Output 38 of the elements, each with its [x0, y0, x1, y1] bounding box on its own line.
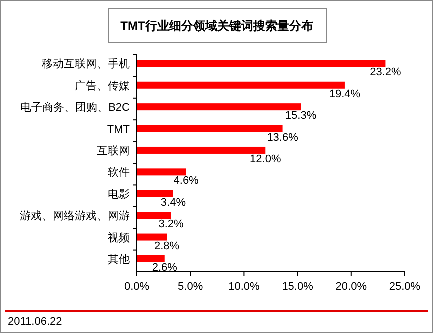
y-tick-label: 电子商务、团购、B2C — [20, 101, 130, 114]
data-label: 3.2% — [158, 218, 184, 231]
y-tick-label: 视频 — [108, 231, 130, 244]
bar — [137, 234, 168, 241]
data-label: 3.4% — [160, 196, 186, 209]
y-tick-label: 广告、传媒 — [75, 79, 130, 92]
text: 2011.06.22 — [8, 316, 62, 328]
y-tick-label: 移动互联网、手机 — [42, 58, 130, 71]
y-tick-label: 其他 — [108, 252, 130, 266]
bar — [137, 168, 186, 176]
data-label: 4.6% — [174, 175, 200, 188]
bar — [137, 190, 174, 198]
x-tick-label: 15.0% — [282, 281, 314, 293]
data-label: 2.6% — [152, 262, 178, 274]
x-tick-label: 10.0% — [228, 281, 260, 293]
x-tick-label: 25.0% — [389, 281, 421, 293]
y-tick-label: 游戏、网络游戏、网游 — [20, 210, 130, 223]
bar — [137, 104, 302, 111]
y-tick-label: 互联网 — [97, 145, 130, 158]
bar — [137, 255, 165, 262]
chart-title: TMT行业细分领域关键词搜索量分布 — [120, 19, 314, 33]
data-label: 12.0% — [250, 153, 282, 166]
y-tick-label: 软件 — [108, 167, 130, 180]
bar — [137, 82, 345, 89]
bar — [137, 212, 172, 220]
data-label: 2.8% — [154, 240, 180, 252]
bar — [137, 60, 386, 68]
data-label: 23.2% — [370, 66, 402, 79]
data-label: 19.4% — [329, 88, 361, 100]
data-label: 15.3% — [285, 110, 317, 122]
x-tick-label: 0.0% — [124, 281, 150, 293]
data-label: 13.6% — [267, 132, 299, 144]
bar — [137, 146, 266, 154]
y-tick-label: 电影 — [108, 188, 130, 201]
y-tick-label: TMT — [107, 124, 130, 136]
bar — [137, 125, 283, 132]
x-tick-label: 5.0% — [178, 281, 204, 293]
x-tick-label: 20.0% — [336, 281, 368, 293]
